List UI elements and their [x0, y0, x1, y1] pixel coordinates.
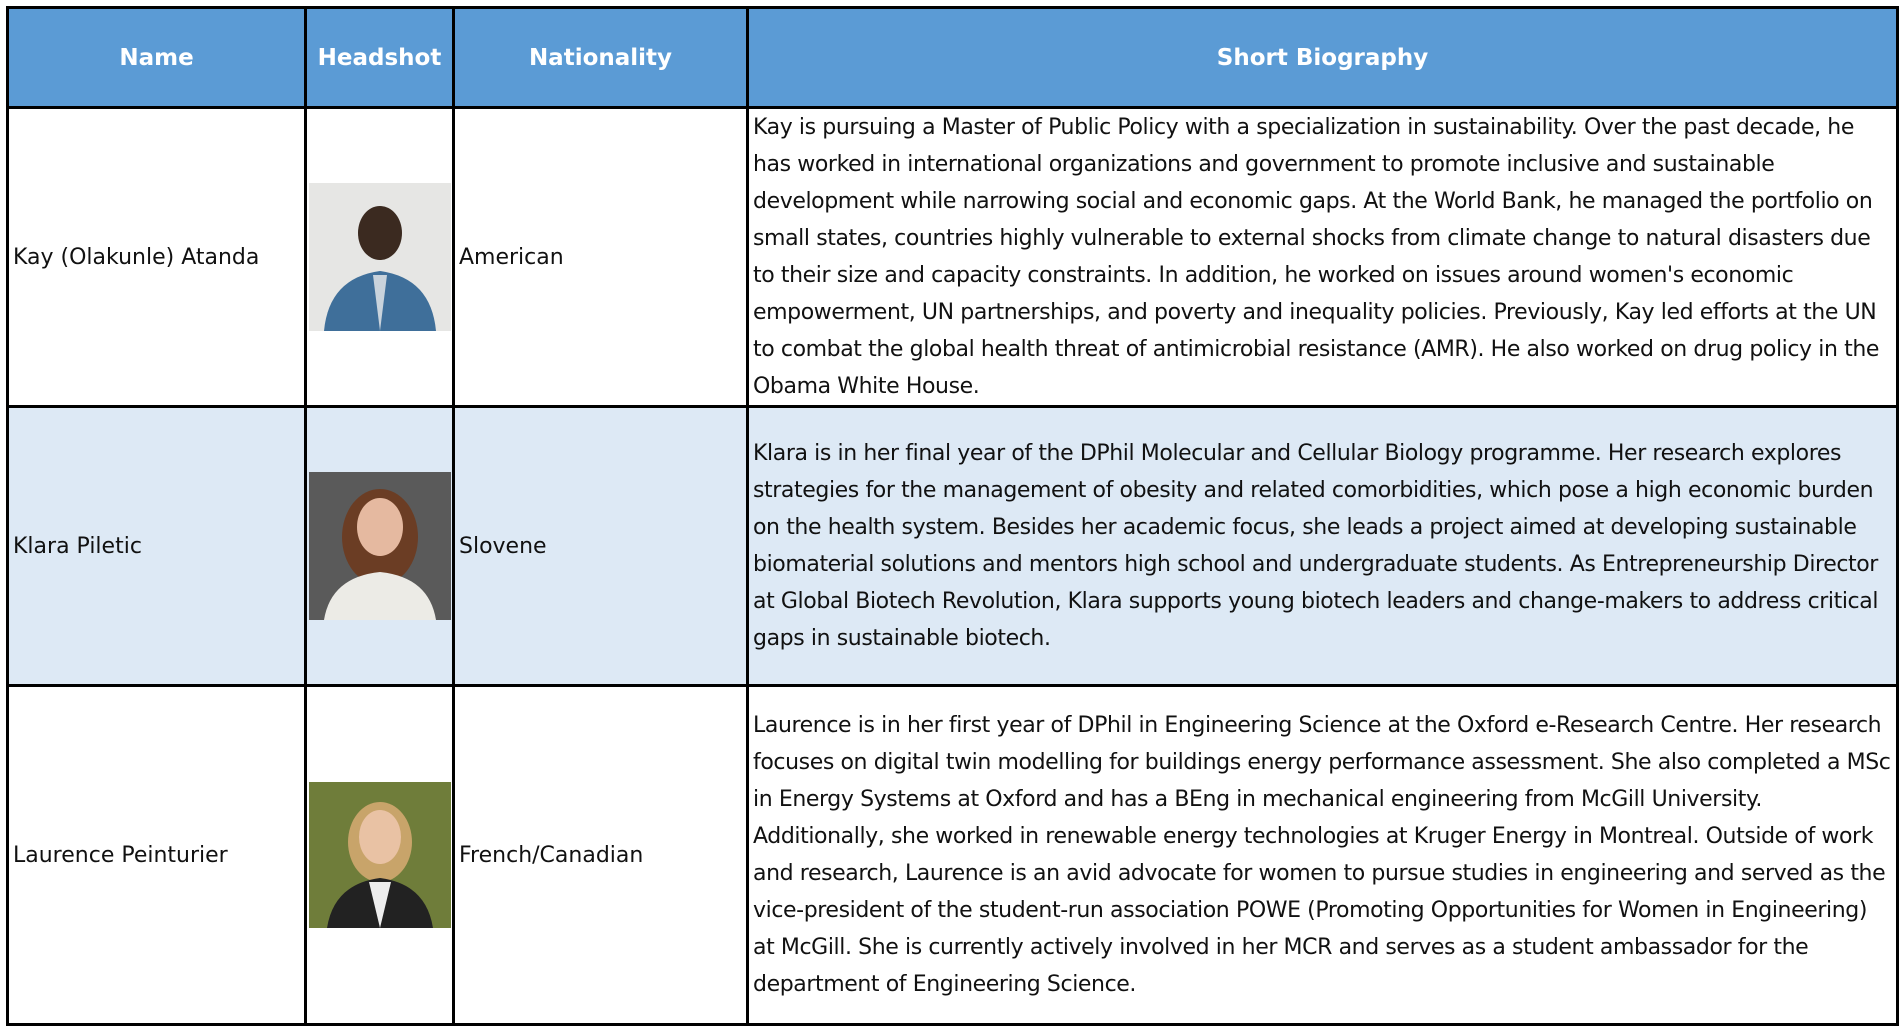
biography: Laurence is in her first year of DPhil i…: [746, 684, 1899, 1026]
headshot-cell: [304, 106, 455, 408]
name: Kay (Olakunle) Atanda: [6, 106, 307, 408]
headshot-cell: [304, 405, 455, 687]
header-cell: Short Biography: [746, 6, 1899, 109]
row: Kay (Olakunle) Atanda American Kay is pu…: [6, 106, 1899, 408]
nationality: French/Canadian: [452, 684, 749, 1026]
headshot: [308, 782, 451, 928]
row: Klara Piletic Slovene Klara is in her fi…: [6, 405, 1899, 687]
biography: Kay is pursuing a Master of Public Polic…: [746, 106, 1899, 408]
bio-table: Name Headshot Nationality Short Biograph…: [6, 6, 1899, 1026]
name: Klara Piletic: [6, 405, 307, 687]
name: Laurence Peinturier: [6, 684, 307, 1026]
header-cell: Headshot: [304, 6, 455, 109]
headshot-cell: [304, 684, 455, 1026]
nationality: Slovene: [452, 405, 749, 687]
header-cell: Name: [6, 6, 307, 109]
header-cell: Nationality: [452, 6, 749, 109]
headshot: [308, 183, 451, 331]
biography: Klara is in her final year of the DPhil …: [746, 405, 1899, 687]
header-row: Name Headshot Nationality Short Biograph…: [6, 6, 1899, 109]
nationality: American: [452, 106, 749, 408]
headshot: [308, 472, 451, 620]
row: Laurence Peinturier French/Canadian Laur…: [6, 684, 1899, 1026]
